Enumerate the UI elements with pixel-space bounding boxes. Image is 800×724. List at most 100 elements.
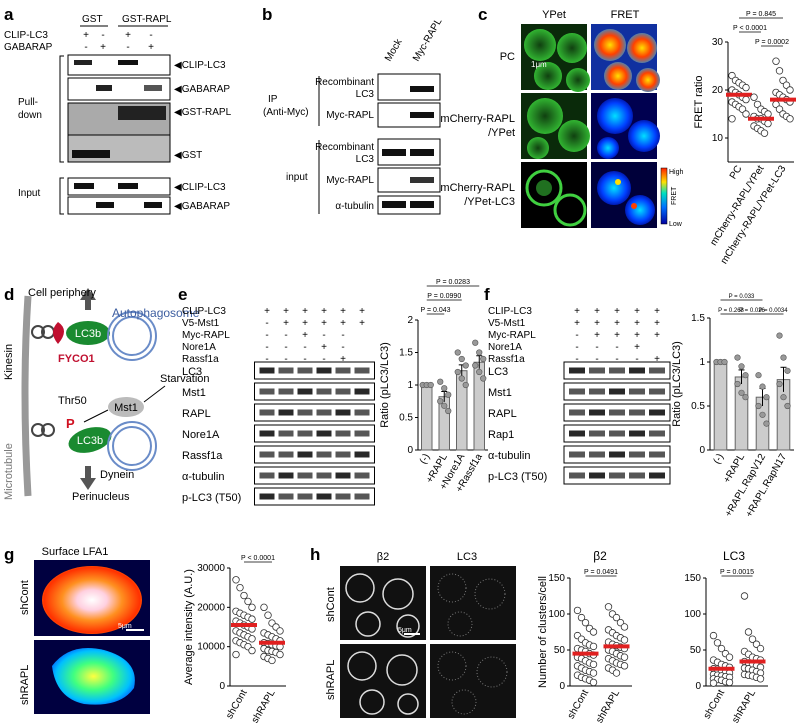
data-point bbox=[776, 332, 783, 339]
data-point bbox=[780, 394, 787, 401]
data-point bbox=[713, 639, 722, 647]
treatment-sign: + bbox=[283, 306, 289, 317]
data-point bbox=[620, 662, 629, 670]
data-point bbox=[268, 656, 276, 665]
treatment-sign: + bbox=[302, 318, 308, 329]
b-in-band-tubulin: α-tubulin bbox=[335, 201, 374, 212]
treatment-sign: + bbox=[634, 330, 640, 341]
band bbox=[297, 367, 313, 374]
band bbox=[589, 430, 605, 437]
y-tick-label: 10 bbox=[712, 133, 724, 144]
treatment-sign: - bbox=[284, 330, 287, 341]
g-scalebar-label: 5μm bbox=[118, 623, 132, 630]
band bbox=[297, 409, 313, 416]
data-point bbox=[437, 378, 444, 385]
band bbox=[629, 409, 645, 416]
data-point bbox=[248, 615, 256, 623]
cell bbox=[615, 179, 621, 185]
treatment-row-label: Myc-RAPL bbox=[182, 330, 230, 341]
band bbox=[649, 409, 665, 416]
treatment-sign: - bbox=[84, 42, 87, 53]
x-tick-label: shRAPL bbox=[730, 688, 758, 724]
treatment-sign: - bbox=[322, 354, 325, 365]
c-colorbar-high: High bbox=[669, 169, 684, 176]
data-point bbox=[786, 86, 794, 94]
band bbox=[278, 493, 294, 500]
band bbox=[96, 202, 114, 208]
group-pulldown-2: down bbox=[18, 110, 42, 121]
cell bbox=[347, 651, 377, 681]
h-img-shcont-beta2 bbox=[340, 566, 426, 640]
x-tick-label: shCont bbox=[224, 688, 249, 721]
blot-label: Rap1 bbox=[488, 429, 514, 441]
d-dynein: Dynein bbox=[100, 469, 134, 481]
c-row-rapl-2: /YPet bbox=[488, 127, 515, 139]
treatment-sign: + bbox=[83, 30, 89, 41]
bar bbox=[734, 376, 749, 451]
band bbox=[382, 149, 406, 156]
data-point bbox=[480, 375, 487, 382]
cell bbox=[524, 29, 556, 61]
h-col-beta2: β2 bbox=[377, 551, 389, 563]
treatment-sign: + bbox=[634, 318, 640, 329]
mst1-shape bbox=[108, 397, 144, 417]
cell bbox=[396, 614, 420, 638]
band bbox=[629, 472, 645, 479]
p-value-label: P = 0.033 bbox=[729, 294, 755, 300]
panel-f: f CLIP-LC3 + + + + +V5-Mst1 + + + + +Myc-RAPL - + + + +… bbox=[484, 285, 794, 519]
data-point bbox=[454, 349, 461, 356]
b-group-input: input bbox=[286, 172, 308, 183]
band bbox=[354, 367, 370, 374]
band bbox=[297, 472, 313, 479]
p-value-label: P = 0.0491 bbox=[584, 569, 618, 576]
cell bbox=[636, 68, 660, 92]
y-tick-label: 50 bbox=[554, 645, 566, 656]
data-point bbox=[573, 606, 582, 615]
d-p: P bbox=[66, 416, 75, 431]
p-value-label: P = 0.0015 bbox=[720, 569, 754, 576]
arrow-starvation bbox=[143, 385, 166, 403]
band bbox=[589, 472, 605, 479]
data-point bbox=[458, 375, 465, 382]
data-point bbox=[264, 611, 272, 619]
y-axis-label: FRET ratio bbox=[693, 76, 705, 129]
band bbox=[649, 388, 665, 395]
treatment-row-label: V5-Mst1 bbox=[488, 318, 526, 329]
cell bbox=[355, 611, 381, 637]
c-colorbar-fret: FRET bbox=[671, 186, 678, 205]
p-value-label: P = 0.026 bbox=[739, 308, 765, 314]
band bbox=[72, 150, 110, 158]
row-label-gabarap: GABARAP bbox=[4, 42, 53, 53]
treatment-sign: - bbox=[575, 330, 578, 341]
data-point bbox=[612, 669, 621, 677]
treatment-sign: - bbox=[265, 342, 268, 353]
data-point bbox=[589, 628, 598, 636]
y-tick-label: 150 bbox=[684, 573, 701, 584]
data-point bbox=[248, 603, 256, 612]
band bbox=[569, 409, 585, 416]
data-point bbox=[755, 372, 762, 379]
band bbox=[118, 60, 138, 65]
cell bbox=[525, 169, 563, 207]
treatment-sign: + bbox=[359, 306, 365, 317]
band bbox=[316, 430, 332, 437]
f-blots: LC3 Mst1 RAPL Rap1 α-tubulin p-LC3 (T50) bbox=[488, 361, 671, 485]
d-thr50: Thr50 bbox=[58, 395, 87, 407]
autophagosome-bottom bbox=[107, 421, 157, 471]
treatment-sign: + bbox=[125, 30, 131, 41]
data-point bbox=[763, 420, 770, 427]
band bbox=[354, 409, 370, 416]
treatment-sign: + bbox=[654, 306, 660, 317]
b-group-ip-2: (Anti-Myc) bbox=[263, 107, 309, 118]
band bbox=[569, 472, 585, 479]
cell bbox=[437, 651, 467, 681]
treatment-sign: + bbox=[634, 342, 640, 353]
c-scalebar-label: 1μm bbox=[531, 60, 547, 69]
autophagosome-top bbox=[107, 311, 157, 361]
band bbox=[335, 388, 351, 395]
band bbox=[569, 367, 585, 374]
treatment-sign: - bbox=[284, 354, 287, 365]
data-point bbox=[725, 678, 734, 687]
treatment-sign: + bbox=[340, 318, 346, 329]
